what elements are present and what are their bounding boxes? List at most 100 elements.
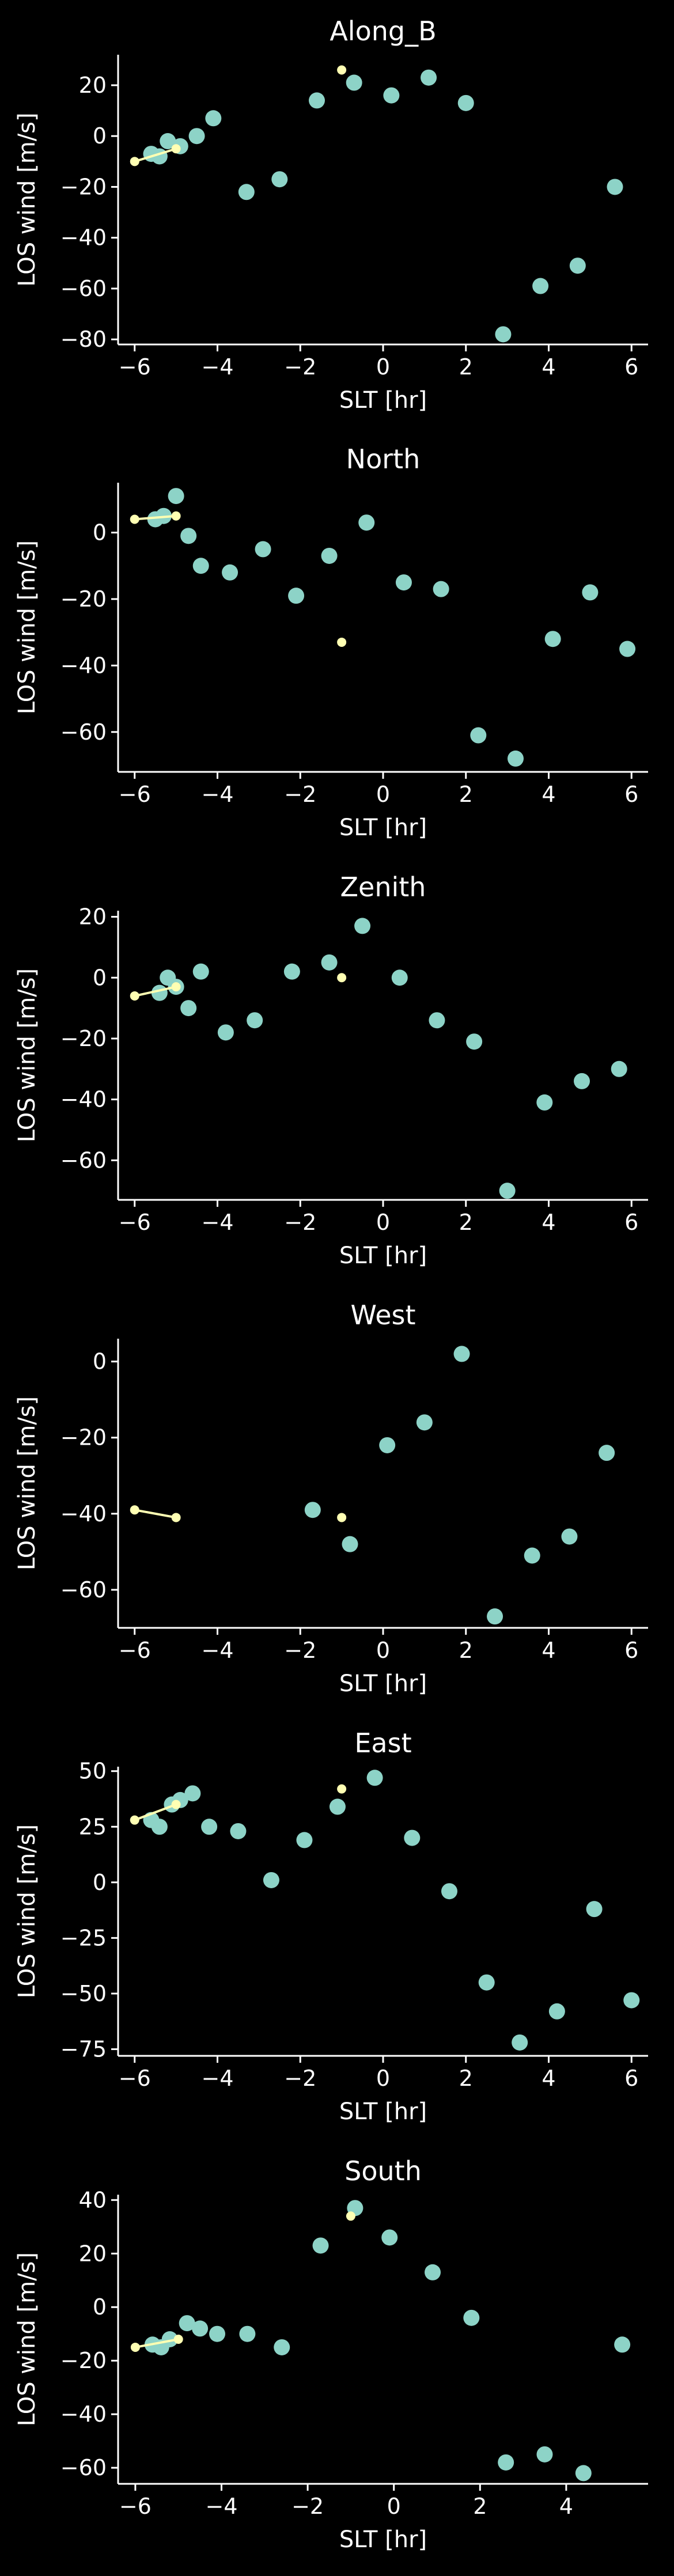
data-point: [274, 2339, 290, 2355]
data-point: [160, 133, 176, 150]
data-point: [168, 488, 184, 505]
y-tick-label: −50: [60, 1981, 107, 2006]
series-line: [134, 147, 177, 163]
series-line-point: [171, 511, 181, 521]
data-point: [247, 1012, 263, 1029]
x-tick-label: −6: [119, 1638, 151, 1663]
x-tick-label: 0: [376, 1638, 390, 1663]
y-tick-label: −60: [60, 719, 107, 745]
y-tick-label: 20: [79, 904, 107, 930]
data-point: [283, 963, 300, 980]
x-tick-label: 2: [459, 2066, 473, 2091]
y-tick-label: 50: [79, 1759, 107, 1784]
x-tick-label: −4: [201, 1210, 233, 1235]
series-line-point: [173, 2335, 183, 2344]
series-line: [134, 1803, 177, 1821]
chart-title: Along_B: [330, 16, 436, 47]
data-point: [358, 514, 375, 531]
data-point: [321, 547, 338, 564]
y-tick-label: 25: [79, 1814, 107, 1839]
data-point: [619, 641, 636, 657]
data-point: [508, 750, 524, 767]
x-axis-label: SLT [hr]: [339, 1242, 427, 1269]
y-tick-label: 40: [79, 2187, 107, 2213]
data-point: [239, 2325, 256, 2342]
data-point: [470, 727, 487, 744]
x-tick-label: −6: [119, 354, 151, 380]
x-tick-label: 4: [542, 354, 555, 380]
chart-title: East: [354, 1728, 411, 1759]
data-point: [466, 1033, 483, 1050]
highlight-marker: [337, 973, 347, 983]
data-point: [623, 1992, 640, 2009]
series-line: [134, 986, 177, 997]
x-tick-label: 0: [376, 1210, 390, 1235]
y-tick-label: −80: [60, 327, 107, 352]
y-tick-label: −60: [60, 1147, 107, 1173]
data-point: [499, 1183, 516, 1199]
chart-title: South: [344, 2155, 422, 2187]
data-point: [498, 2454, 514, 2471]
chart-title: West: [350, 1300, 415, 1331]
data-point: [366, 1770, 383, 1786]
y-tick-label: −75: [60, 2036, 107, 2062]
data-point: [495, 326, 512, 343]
data-point: [383, 87, 400, 104]
data-point: [238, 184, 255, 200]
x-tick-label: 6: [624, 782, 638, 807]
data-point: [271, 171, 288, 188]
data-point: [416, 1414, 433, 1431]
data-point: [255, 541, 271, 558]
chart-title: Zenith: [340, 872, 426, 903]
data-point: [381, 2229, 398, 2246]
data-point: [180, 528, 197, 544]
data-point: [180, 1000, 197, 1017]
data-point: [536, 2446, 553, 2463]
x-tick-label: −6: [119, 2494, 152, 2519]
data-point: [304, 1502, 321, 1518]
data-point: [346, 74, 362, 91]
y-tick-label: −60: [60, 2455, 107, 2480]
data-point: [569, 257, 586, 274]
x-tick-label: −6: [119, 2066, 151, 2091]
series-line-point: [130, 157, 139, 166]
y-tick-label: −25: [60, 1925, 107, 1950]
y-tick-label: 0: [93, 520, 107, 545]
x-tick-label: 4: [542, 1638, 555, 1663]
data-point: [433, 581, 449, 597]
series-line-point: [130, 2342, 140, 2352]
x-tick-label: 6: [624, 1210, 638, 1235]
highlight-marker: [337, 1513, 347, 1522]
x-tick-label: 6: [624, 1638, 638, 1663]
x-tick-label: −4: [201, 782, 233, 807]
data-point: [151, 984, 168, 1001]
data-point: [395, 574, 412, 591]
chart-panel-east: East −6 −4 −2 0 2 4 6 −75 −50 −25 0 25 50 SLT [hr] LOS …: [14, 1728, 648, 2125]
data-point: [599, 1445, 615, 1461]
y-axis-label: LOS wind [m/s]: [14, 112, 40, 286]
data-point: [192, 963, 209, 980]
x-tick-label: −6: [119, 1210, 151, 1235]
highlight-marker: [337, 65, 347, 75]
x-axis-label: SLT [hr]: [339, 387, 427, 414]
data-point: [192, 558, 209, 574]
data-point: [607, 179, 623, 195]
x-tick-label: −2: [284, 782, 316, 807]
data-point: [457, 94, 474, 111]
x-axis-label: SLT [hr]: [339, 1670, 427, 1697]
highlight-marker: [337, 1784, 347, 1794]
y-tick-label: −20: [60, 2348, 107, 2373]
y-axis-label: LOS wind [m/s]: [14, 1396, 40, 1570]
y-tick-label: 0: [93, 1349, 107, 1374]
y-axis-label: LOS wind [m/s]: [14, 968, 40, 1142]
x-tick-label: 0: [376, 354, 390, 380]
data-point: [453, 1346, 470, 1362]
data-point: [611, 1060, 627, 1077]
y-tick-label: 0: [93, 965, 107, 990]
x-tick-label: −6: [119, 782, 151, 807]
y-tick-label: 20: [79, 2241, 107, 2266]
data-point: [263, 1872, 279, 1888]
